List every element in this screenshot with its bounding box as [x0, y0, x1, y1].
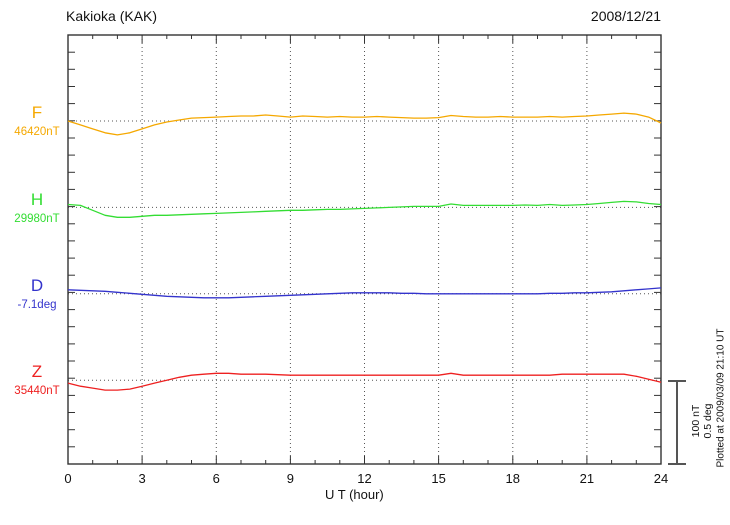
- date-label: 2008/12/21: [590, 8, 661, 24]
- x-tick-label: 18: [505, 471, 520, 486]
- scale-bar-label-nt: 100 nT: [689, 404, 702, 438]
- trace-baseline-value-F: 46420nT: [14, 126, 60, 138]
- scale-bar: [676, 380, 678, 465]
- trace-F: [67, 112, 662, 136]
- trace-H: [67, 200, 662, 218]
- x-tick-label: 6: [212, 471, 220, 486]
- trace-baseline-value-H: 29980nT: [14, 213, 60, 225]
- trace-baseline-value-Z: 35440nT: [14, 385, 60, 397]
- x-tick-label: 21: [579, 471, 595, 486]
- x-tick-label: 24: [653, 471, 669, 486]
- trace-letter-H: H: [30, 190, 44, 209]
- x-tick-label: 3: [138, 471, 146, 486]
- scale-bar-label: 100 nT 0.5 deg: [690, 403, 714, 438]
- trace-Z: [67, 372, 662, 391]
- x-tick-label: 15: [431, 471, 446, 486]
- page-title: Kakioka (KAK): [66, 8, 158, 24]
- trace-letter-Z: Z: [31, 362, 43, 381]
- x-axis-label: U T (hour): [325, 487, 384, 502]
- scale-bar-bottom-cap: [668, 463, 686, 465]
- x-tick-label: 0: [64, 471, 72, 486]
- scale-bar-top-cap: [668, 380, 686, 382]
- plotted-at-label: Plotted at 2009/03/09 21:10 UT: [715, 328, 727, 468]
- plot-frame: [67, 34, 662, 465]
- x-tick-label: 12: [357, 471, 372, 486]
- trace-letter-F: F: [31, 103, 43, 122]
- x-tick-label: 9: [286, 471, 294, 486]
- trace-D: [67, 287, 662, 299]
- trace-baseline-value-D: -7.1deg: [17, 299, 57, 311]
- trace-letter-D: D: [30, 276, 44, 295]
- scale-bar-label-deg: 0.5 deg: [702, 403, 714, 439]
